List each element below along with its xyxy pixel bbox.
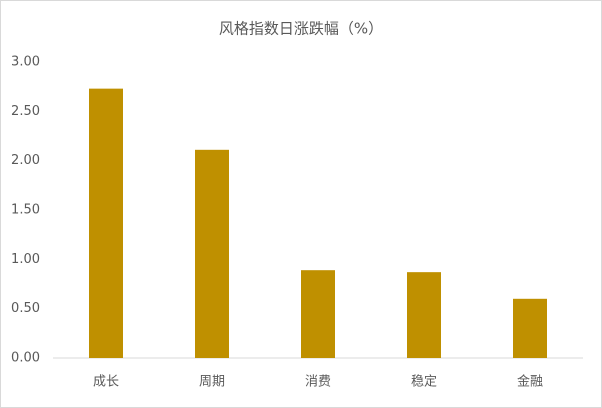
y-tick-label: 1.00: [11, 252, 40, 267]
bar: [513, 298, 547, 358]
x-tick-label: 周期: [199, 375, 225, 390]
x-tick-label: 消费: [305, 375, 331, 390]
y-tick-label: 3.00: [11, 55, 40, 70]
y-tick-label: 0.50: [11, 301, 40, 316]
y-tick-label: 2.50: [11, 104, 40, 119]
bar: [89, 88, 123, 358]
y-tick-label: 0.00: [11, 351, 40, 366]
bar: [407, 272, 441, 358]
x-tick-label: 稳定: [411, 374, 437, 390]
x-tick-label: 金融: [517, 374, 543, 390]
chart-title: 风格指数日涨跌幅（%）: [219, 20, 383, 38]
bar: [195, 149, 229, 358]
y-tick-label: 2.00: [11, 153, 40, 168]
bar: [301, 270, 335, 358]
x-tick-label: 成长: [93, 375, 119, 390]
y-tick-label: 1.50: [11, 203, 40, 218]
